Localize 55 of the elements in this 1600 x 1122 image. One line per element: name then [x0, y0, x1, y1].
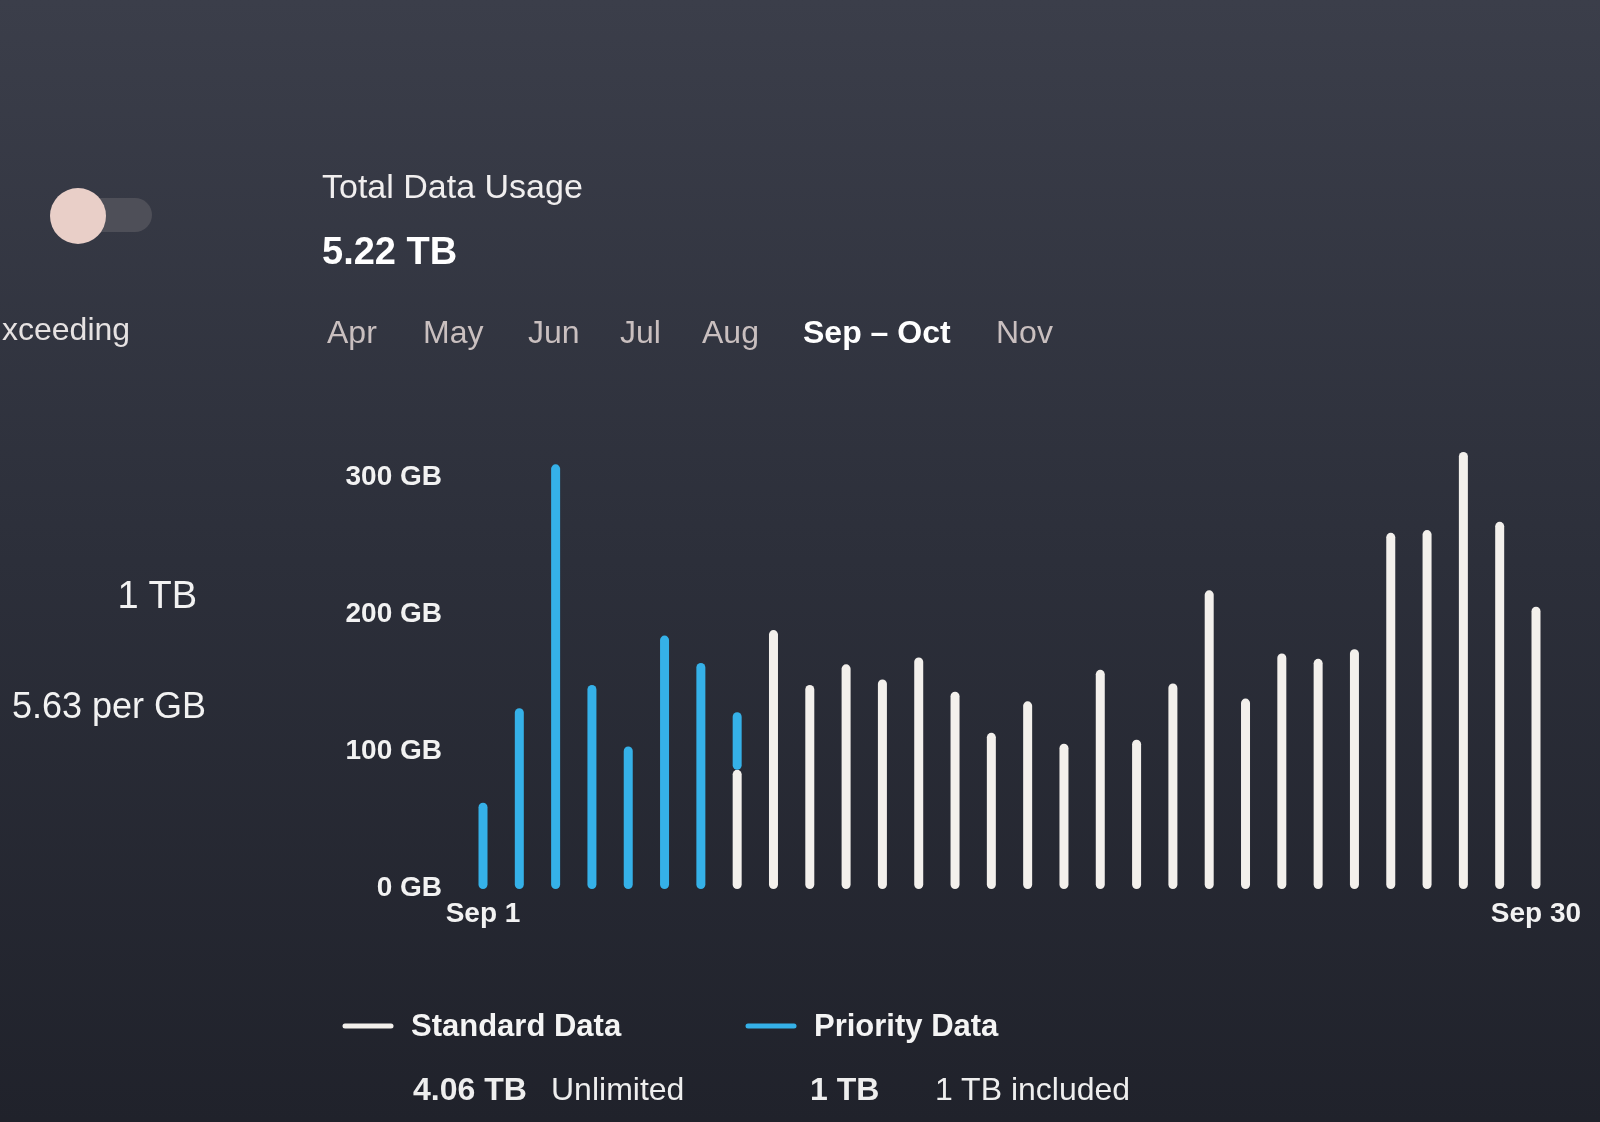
text: xceeding	[2, 311, 131, 347]
bar	[914, 657, 924, 889]
bar	[768, 630, 778, 889]
text: 1 TB	[117, 574, 197, 616]
text: Jun	[528, 314, 580, 350]
y-tick-label: 0 GB	[376, 871, 442, 903]
text: Apr	[327, 314, 378, 350]
text: 5.63 per GB	[11, 685, 206, 726]
text: 1 TB included	[935, 1071, 1131, 1107]
text: Nov	[996, 314, 1053, 350]
bar	[623, 746, 633, 889]
y-tick-label: 200 GB	[345, 597, 442, 629]
bar	[1386, 532, 1396, 889]
bar	[1095, 669, 1105, 889]
chart-title: Total Data Usage	[322, 167, 583, 205]
text: Aug	[702, 314, 759, 350]
bar	[514, 708, 524, 889]
y-tick-label: 300 GB	[345, 460, 442, 492]
bar	[1241, 698, 1251, 889]
chart-subtitle: 5.22 TB	[322, 230, 458, 272]
bar	[841, 664, 851, 889]
bar	[1349, 649, 1359, 889]
bar	[1168, 683, 1178, 889]
bar	[1313, 658, 1323, 889]
legend-label: Standard Data	[411, 1008, 622, 1043]
bar	[660, 635, 670, 889]
bar	[1422, 530, 1432, 889]
bar	[950, 691, 960, 889]
bar	[587, 684, 597, 889]
text: Unlimited	[551, 1071, 685, 1107]
bar	[1059, 743, 1069, 889]
bar	[1204, 590, 1214, 889]
bar	[696, 662, 706, 889]
bar	[551, 464, 561, 889]
bar	[805, 684, 815, 889]
text: 1 TB	[810, 1071, 880, 1107]
text: May	[423, 314, 484, 350]
text: Jul	[620, 314, 661, 350]
bar	[986, 732, 996, 889]
x-tick-label: Sep 1	[445, 897, 521, 928]
legend-label: Priority Data	[814, 1008, 1000, 1043]
bar	[478, 802, 488, 889]
y-tick-label: 100 GB	[345, 734, 442, 766]
bar	[1495, 521, 1505, 889]
x-tick-label: Sep 30	[1490, 897, 1582, 928]
bar	[1132, 739, 1142, 889]
bar	[732, 769, 742, 889]
text: Sep – Oct	[803, 314, 951, 350]
bar	[1458, 452, 1468, 889]
bar	[1531, 606, 1541, 889]
bar	[1277, 653, 1287, 889]
bar	[877, 679, 887, 889]
bar	[1023, 701, 1033, 889]
text: 4.06 TB	[413, 1071, 527, 1107]
bar	[732, 712, 742, 770]
